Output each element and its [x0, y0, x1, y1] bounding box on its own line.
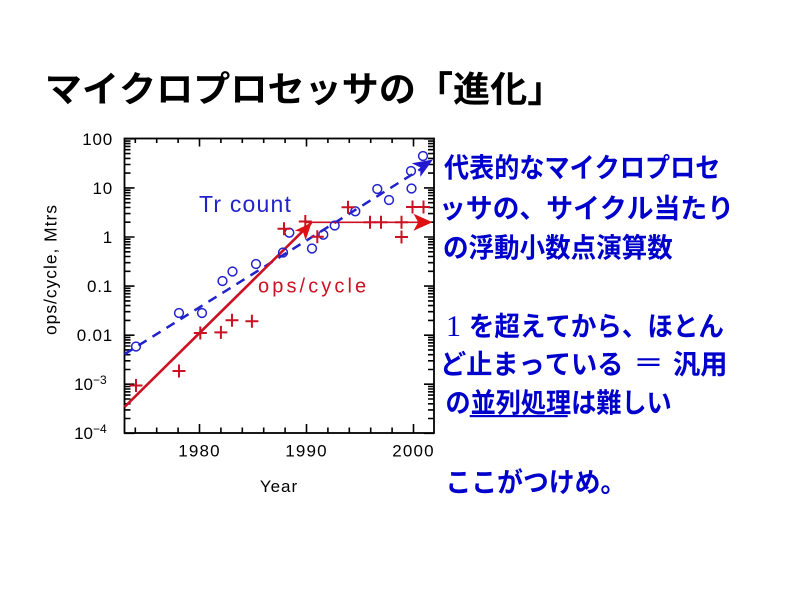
svg-text:1: 1 [103, 228, 113, 247]
svg-text:Tr count: Tr count [199, 191, 292, 217]
svg-text:ops/cycle, Mtrs: ops/cycle, Mtrs [41, 204, 61, 335]
svg-text:10: 10 [92, 179, 113, 198]
svg-text:2000: 2000 [392, 442, 435, 461]
svg-text:10: 10 [74, 424, 93, 443]
svg-text:100: 100 [82, 130, 113, 149]
svg-text:−4: −4 [93, 422, 107, 436]
svg-text:0.1: 0.1 [87, 277, 113, 296]
svg-text:ops/cycle: ops/cycle [258, 276, 369, 298]
svg-text:10: 10 [74, 375, 93, 394]
svg-text:1990: 1990 [285, 442, 328, 461]
svg-text:Year: Year [260, 477, 298, 496]
svg-text:−3: −3 [93, 373, 107, 387]
svg-text:1980: 1980 [178, 442, 221, 461]
svg-text:0.01: 0.01 [77, 326, 113, 345]
